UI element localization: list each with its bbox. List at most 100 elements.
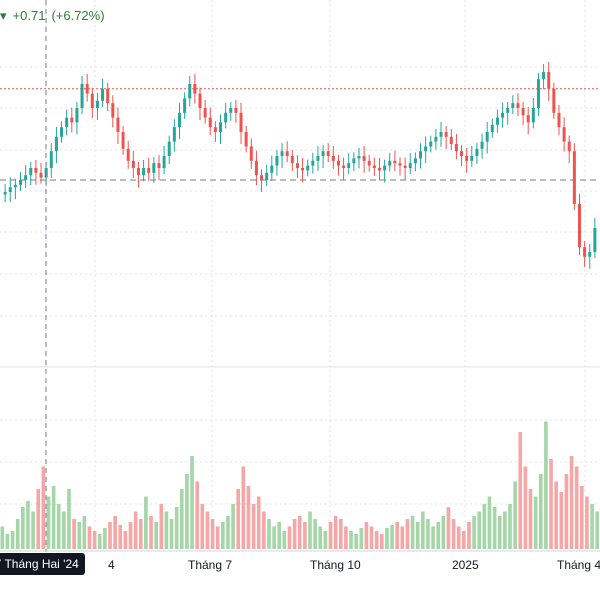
volume-bar — [164, 511, 169, 549]
candle-body — [121, 132, 125, 149]
volume-bar — [200, 504, 205, 549]
volume-bar — [441, 516, 446, 549]
candle-body — [372, 165, 376, 168]
volume-bar — [569, 456, 574, 549]
volume-bar — [318, 526, 323, 549]
candlestick-series — [3, 62, 597, 269]
candle-body — [531, 108, 535, 123]
volume-bar — [487, 496, 492, 549]
candle-body — [367, 160, 371, 166]
candle-body — [188, 84, 192, 99]
candle-body — [465, 156, 469, 161]
volume-bar — [236, 489, 241, 549]
volume-bar — [579, 486, 584, 549]
volume-bar — [297, 516, 302, 549]
volume-bar — [113, 516, 117, 549]
candle-body — [193, 84, 197, 94]
candle-body — [383, 165, 387, 171]
candle-body — [177, 112, 181, 128]
candle-body — [183, 98, 187, 113]
volume-bar — [277, 522, 282, 549]
volume-bar — [595, 511, 599, 549]
candle-body — [208, 117, 212, 128]
volume-bar — [400, 526, 405, 549]
volume-bar — [46, 496, 51, 549]
candle-body — [506, 108, 510, 113]
candle-body — [454, 144, 458, 152]
volume-bar — [169, 519, 174, 549]
candle-body — [485, 132, 489, 142]
candle-body — [434, 136, 438, 142]
volume-bar — [282, 531, 287, 549]
volume-bar — [405, 519, 410, 549]
candle-body — [234, 108, 238, 113]
candle-body — [295, 163, 299, 168]
volume-bar — [103, 528, 107, 549]
volume-bar — [149, 516, 153, 549]
volume-bar — [482, 504, 487, 549]
volume-bar — [5, 534, 10, 549]
candle-body — [198, 93, 202, 108]
volume-bar — [251, 504, 256, 549]
candle-body — [475, 148, 479, 156]
candle-body — [495, 117, 499, 125]
volume-bar — [328, 522, 333, 549]
candle-body — [357, 156, 361, 159]
candle-body — [557, 112, 561, 128]
candle-body — [429, 141, 433, 147]
candle-body — [470, 156, 474, 161]
candle-body — [249, 146, 253, 161]
candle-body — [424, 146, 428, 152]
volume-bar — [590, 504, 594, 549]
candle-body — [90, 93, 94, 108]
candle-body — [306, 165, 310, 171]
volume-bar — [426, 519, 430, 549]
volume-bar — [0, 526, 5, 549]
time-axis-label: Tháng 7 — [188, 558, 233, 572]
volume-bar — [205, 511, 210, 549]
candle-body — [490, 124, 494, 132]
candle-body — [65, 117, 69, 128]
candle-body — [280, 151, 284, 156]
candle-body — [285, 151, 289, 156]
candle-body — [511, 103, 515, 108]
candle-body — [95, 100, 99, 108]
volume-bar — [72, 519, 76, 549]
candle-body — [85, 84, 89, 94]
volume-bar — [554, 481, 558, 549]
candle-body — [352, 158, 356, 164]
volume-bar — [431, 526, 435, 549]
candle-body — [321, 151, 325, 156]
volume-bar — [128, 522, 133, 549]
volume-bar — [308, 511, 312, 549]
candle-body — [131, 160, 135, 168]
volume-bar — [108, 522, 112, 549]
volume-bar — [15, 519, 20, 549]
candle-body — [8, 187, 12, 192]
time-axis-label: Tháng 10 — [310, 558, 361, 572]
candle-body — [588, 252, 592, 257]
candle-body — [567, 141, 571, 152]
candle-body — [336, 160, 340, 166]
volume-bar — [256, 496, 261, 549]
volume-bar — [221, 522, 225, 549]
candle-body — [75, 108, 79, 123]
candle-body — [157, 163, 161, 168]
volume-bar — [369, 526, 374, 549]
volume-bar — [436, 522, 441, 549]
volume-bar — [492, 507, 497, 549]
volume-bar — [477, 511, 482, 549]
candle-body — [136, 168, 140, 176]
volume-bar — [190, 456, 194, 549]
volume-bar — [210, 519, 215, 549]
volume-bar — [56, 504, 61, 549]
candle-body — [39, 172, 43, 178]
volume-bar — [246, 486, 251, 549]
volume-bar — [559, 492, 564, 549]
candle-body — [111, 103, 115, 118]
volume-bar — [513, 481, 517, 549]
volume-bar — [395, 522, 399, 549]
candle-body — [126, 148, 130, 161]
candle-body — [526, 115, 530, 123]
